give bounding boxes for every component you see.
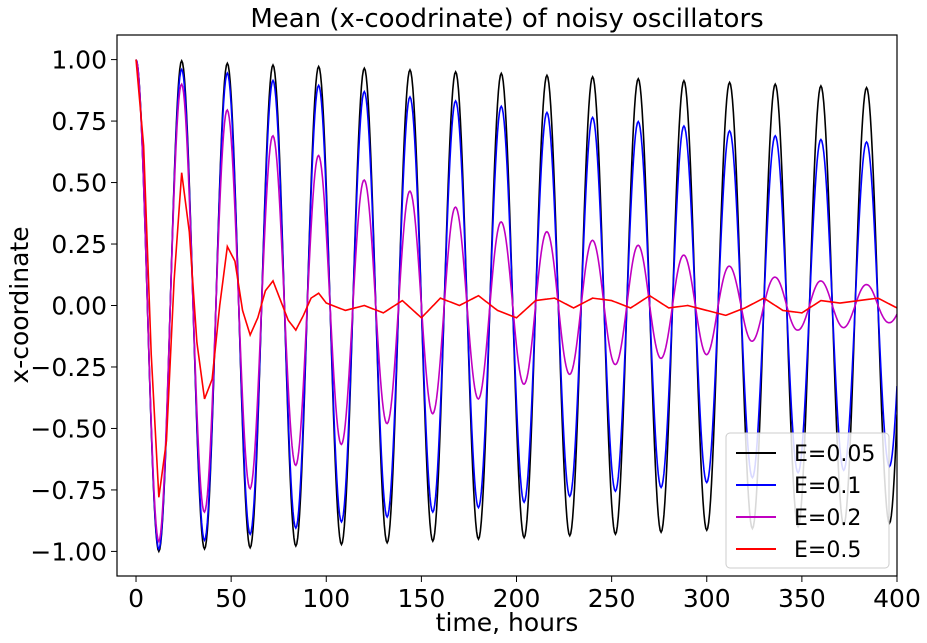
- y-tick-label: −0.25: [30, 353, 107, 382]
- y-tick-label: 0.50: [51, 169, 107, 198]
- legend-label: E=0.05: [794, 442, 875, 467]
- legend-box: [725, 432, 890, 569]
- x-tick-label: 300: [683, 584, 731, 613]
- x-axis: 0 50 100 150 200 250 300 350 400: [128, 576, 921, 613]
- y-tick-label: 0.25: [51, 230, 107, 259]
- x-tick-label: 150: [398, 584, 446, 613]
- y-tick-label: 0.75: [51, 107, 107, 136]
- x-tick-label: 250: [588, 584, 636, 613]
- x-tick-label: 0: [128, 584, 144, 613]
- y-tick-label: −0.50: [30, 414, 107, 443]
- y-axis: 1.00 0.75 0.50 0.25 0.00 −0.25 −0.50 −0.75 −1.00: [30, 46, 117, 566]
- legend-label: E=0.1: [794, 474, 861, 499]
- x-tick-label: 50: [215, 584, 247, 613]
- series-layer: [135, 58, 897, 554]
- legend-label: E=0.5: [794, 538, 861, 563]
- y-axis-label: x-coordinate: [5, 226, 34, 383]
- chart-title: Mean (x-coodrinate) of noisy oscillators: [250, 4, 763, 34]
- x-tick-label: 100: [302, 584, 350, 613]
- x-tick-label: 400: [873, 584, 921, 613]
- legend: E=0.05 E=0.1 E=0.2 E=0.5: [725, 432, 890, 569]
- y-tick-label: −0.75: [30, 476, 107, 505]
- legend-label: E=0.2: [794, 506, 861, 531]
- x-axis-label: time, hours: [436, 608, 579, 637]
- y-tick-label: −1.00: [30, 537, 107, 566]
- y-tick-label: 1.00: [51, 46, 107, 75]
- y-tick-label: 0.00: [51, 292, 107, 321]
- x-tick-label: 200: [493, 584, 541, 613]
- x-tick-label: 350: [778, 584, 826, 613]
- series-line-E=0.2: [135, 59, 897, 544]
- series-line-E=0.5: [135, 59, 897, 498]
